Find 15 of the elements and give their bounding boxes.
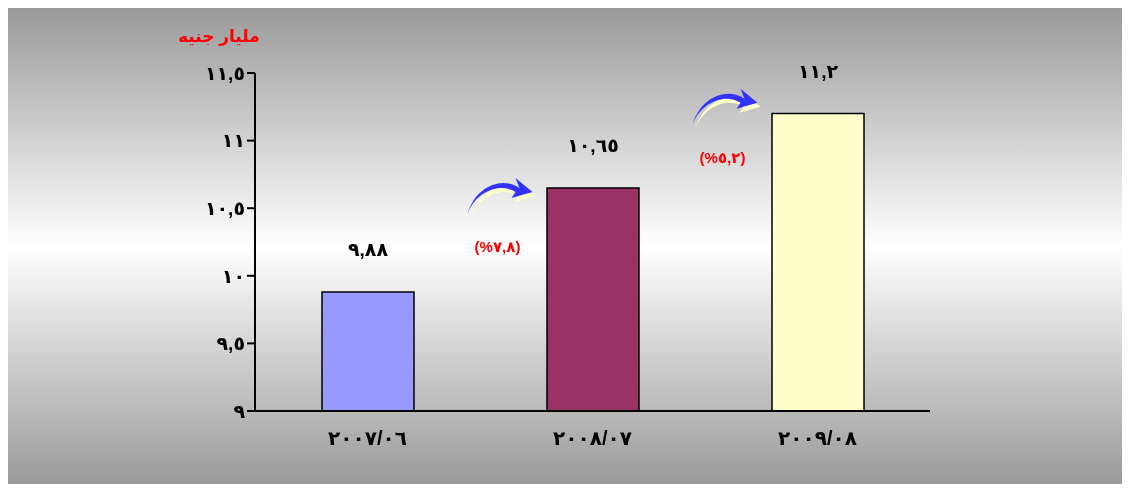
y-tick-label: ١٠: [221, 265, 245, 287]
y-tick-label: ١٠,٥: [204, 197, 245, 219]
data-label: ١٠,٦٥: [567, 134, 619, 156]
y-tick-label: ١١,٥: [204, 62, 245, 84]
data-label: ١١,٢: [797, 60, 839, 82]
annotation: (%٥,٢): [699, 148, 746, 166]
y-tick-label: ٩,٥: [216, 333, 245, 355]
x-tick-label: ٢٠٠٩/٠٨: [778, 427, 857, 450]
x-tick-label: ٢٠٠٧/٠٦: [328, 427, 407, 450]
y-tick-label: ١١: [221, 130, 245, 152]
x-tick-label: ٢٠٠٨/٠٧: [553, 427, 632, 450]
y-axis-title: مليار جنيه: [178, 26, 260, 47]
data-label: ٩,٨٨: [347, 239, 389, 261]
y-tick-label: ٩: [233, 400, 246, 422]
annotation: (%٧,٨): [474, 237, 521, 255]
